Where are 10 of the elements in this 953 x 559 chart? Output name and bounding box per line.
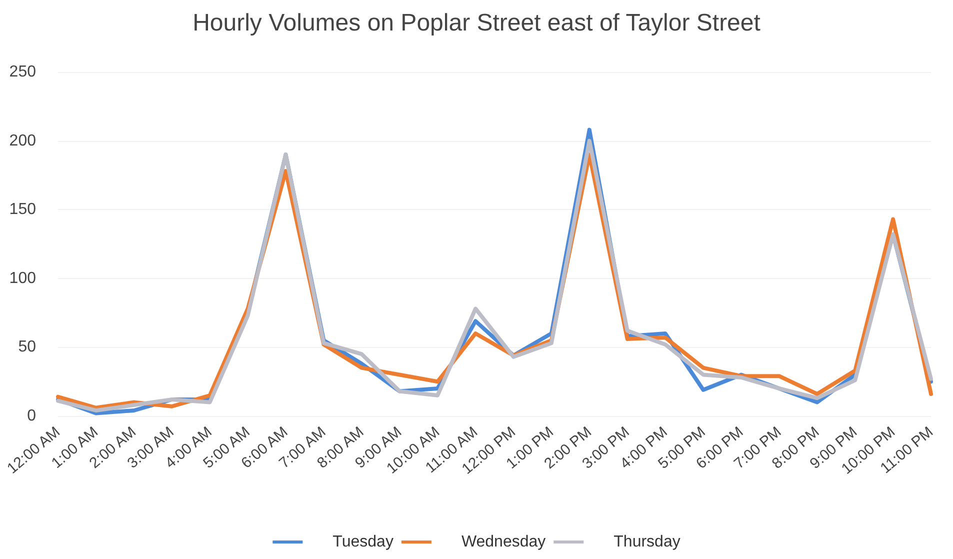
legend-label: Tuesday	[332, 534, 394, 550]
legend-label: Thursday	[614, 534, 680, 550]
y-tick-label: 250	[9, 64, 36, 80]
y-tick-label: 200	[9, 132, 36, 150]
chart-title: Hourly Volumes on Poplar Street east of Taylor Street	[192, 10, 761, 36]
legend-label: Wednesday	[461, 534, 546, 550]
y-tick-label: 150	[9, 201, 36, 218]
y-tick-label: 0	[27, 408, 36, 424]
y-tick-label: 100	[9, 270, 36, 287]
y-tick-label: 50	[18, 338, 36, 356]
